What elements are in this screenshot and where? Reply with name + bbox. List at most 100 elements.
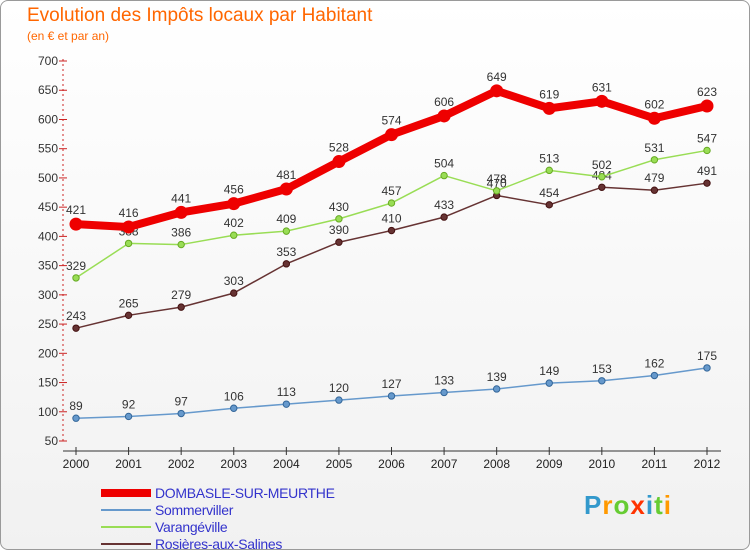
series-point-2 bbox=[703, 146, 711, 155]
data-label-0: 416 bbox=[119, 206, 139, 220]
data-label-1: 133 bbox=[434, 373, 454, 387]
proxiti-logo: Proxiti bbox=[584, 490, 672, 521]
series-point-0 bbox=[647, 111, 661, 125]
series-point-2 bbox=[545, 166, 553, 175]
data-label-2: 547 bbox=[697, 131, 717, 145]
data-label-3: 433 bbox=[434, 198, 454, 212]
x-tick-label: 2002 bbox=[168, 457, 195, 471]
series-point-3 bbox=[282, 260, 291, 268]
data-label-2: 502 bbox=[592, 158, 612, 172]
series-point-0 bbox=[385, 128, 398, 142]
data-label-3: 303 bbox=[224, 274, 244, 288]
logo-letter: i bbox=[645, 490, 655, 520]
logo-letter: t bbox=[654, 490, 664, 520]
series-point-1 bbox=[545, 379, 553, 387]
data-label-2: 402 bbox=[224, 216, 244, 230]
data-label-0: 528 bbox=[329, 141, 349, 155]
series-point-3 bbox=[177, 303, 185, 311]
series-point-0 bbox=[174, 205, 188, 219]
data-label-1: 153 bbox=[592, 362, 612, 376]
x-tick-label: 2008 bbox=[483, 457, 510, 471]
y-tick-label: 250 bbox=[38, 317, 58, 331]
data-label-0: 649 bbox=[487, 70, 507, 84]
data-label-0: 623 bbox=[697, 85, 717, 99]
legend-label: Varangéville bbox=[155, 519, 228, 535]
series-point-3 bbox=[230, 289, 238, 297]
series-point-3 bbox=[335, 238, 343, 246]
data-label-2: 409 bbox=[276, 212, 296, 226]
y-tick-label: 400 bbox=[38, 229, 58, 243]
legend-swatch bbox=[101, 489, 151, 497]
series-point-2 bbox=[282, 227, 291, 235]
x-tick-label: 2000 bbox=[63, 457, 90, 471]
series-point-1 bbox=[335, 396, 343, 404]
data-label-3: 454 bbox=[539, 186, 559, 200]
series-point-1 bbox=[703, 364, 711, 372]
series-point-3 bbox=[703, 179, 711, 187]
legend-label: Sommerviller bbox=[155, 502, 234, 518]
series-point-0 bbox=[542, 101, 556, 115]
series-point-0 bbox=[279, 182, 293, 196]
series-point-1 bbox=[282, 400, 291, 408]
y-tick-label: 700 bbox=[38, 54, 58, 68]
series-point-2 bbox=[387, 199, 396, 207]
y-tick-label: 150 bbox=[38, 376, 58, 390]
x-tick-label: 2004 bbox=[273, 457, 300, 471]
data-label-1: 97 bbox=[174, 395, 188, 409]
series-point-2 bbox=[72, 274, 80, 282]
series-point-1 bbox=[598, 377, 606, 385]
series-point-0 bbox=[437, 109, 451, 123]
data-label-3: 243 bbox=[66, 309, 86, 323]
logo-letter: i bbox=[663, 490, 672, 520]
x-tick-label: 2001 bbox=[115, 457, 142, 471]
logo-letter: r bbox=[602, 490, 614, 520]
data-label-1: 149 bbox=[539, 364, 559, 378]
chart-subtitle: (en € et par an) bbox=[27, 29, 110, 43]
legend-swatch bbox=[101, 526, 151, 528]
series-point-1 bbox=[440, 388, 448, 397]
y-tick-label: 600 bbox=[38, 112, 58, 126]
y-tick-label: 50 bbox=[45, 434, 59, 448]
series-point-2 bbox=[440, 171, 448, 180]
data-label-0: 602 bbox=[644, 97, 664, 111]
data-label-3: 353 bbox=[276, 245, 296, 259]
data-label-3: 390 bbox=[329, 223, 349, 237]
data-label-0: 456 bbox=[224, 183, 244, 197]
data-label-1: 113 bbox=[277, 385, 296, 399]
data-label-0: 481 bbox=[276, 168, 296, 182]
series-point-0 bbox=[227, 197, 241, 211]
series-point-1 bbox=[387, 392, 396, 400]
data-label-2: 513 bbox=[539, 151, 559, 165]
series-point-2 bbox=[492, 187, 501, 195]
series-point-2 bbox=[335, 215, 343, 223]
series-point-3 bbox=[545, 201, 553, 209]
series-point-3 bbox=[440, 213, 448, 221]
data-label-1: 89 bbox=[69, 399, 83, 413]
x-tick-label: 2009 bbox=[536, 457, 563, 471]
data-label-0: 606 bbox=[434, 95, 454, 109]
legend-label: Rosières-aux-Salines bbox=[155, 536, 283, 550]
series-point-2 bbox=[230, 231, 238, 239]
series-point-3 bbox=[72, 324, 80, 332]
series-point-2 bbox=[650, 156, 659, 164]
data-label-0: 631 bbox=[592, 80, 612, 94]
series-point-3 bbox=[650, 186, 659, 194]
series-point-0 bbox=[595, 94, 609, 108]
series-point-0 bbox=[700, 99, 714, 113]
series-point-0 bbox=[69, 217, 83, 231]
series-point-0 bbox=[122, 220, 136, 234]
x-tick-label: 2006 bbox=[378, 457, 405, 471]
series-point-1 bbox=[650, 371, 659, 380]
data-label-3: 279 bbox=[171, 288, 191, 302]
logo-letter: P bbox=[584, 490, 603, 520]
legend-swatch bbox=[101, 509, 151, 511]
legend-label: DOMBASLE-SUR-MEURTHE bbox=[155, 485, 335, 501]
x-tick-label: 2010 bbox=[588, 457, 615, 471]
series-point-1 bbox=[124, 412, 133, 421]
series-point-3 bbox=[124, 311, 133, 320]
series-point-0 bbox=[332, 155, 346, 169]
data-label-2: 478 bbox=[487, 172, 507, 186]
logo-letter: o bbox=[613, 490, 631, 520]
series-point-3 bbox=[387, 226, 396, 235]
